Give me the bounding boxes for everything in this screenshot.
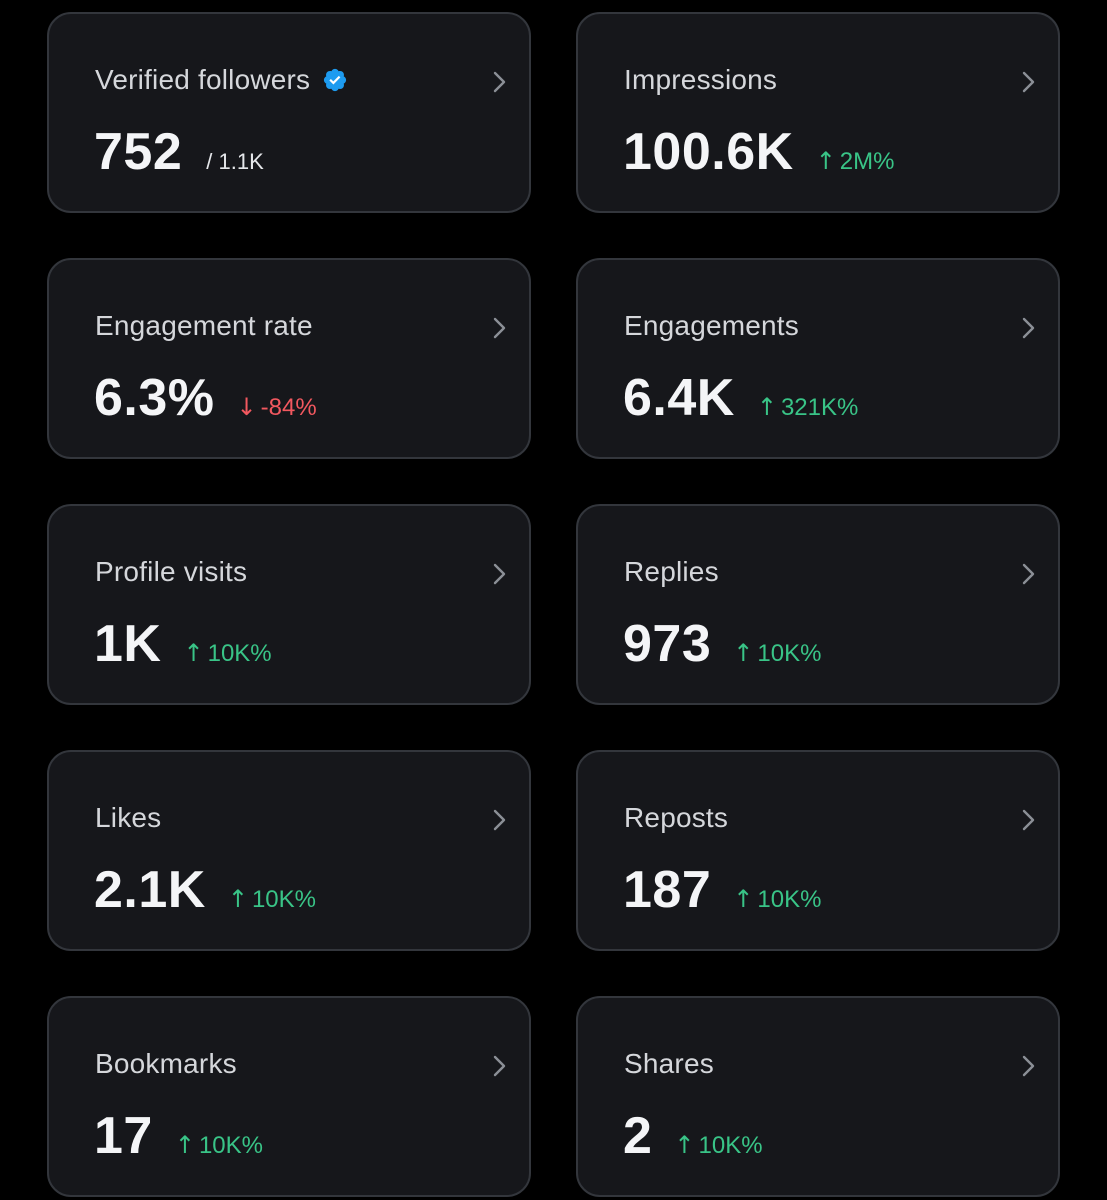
card-title: Likes bbox=[95, 802, 162, 833]
metric-change: ↓ -84% bbox=[237, 393, 317, 422]
metric-value: 1K bbox=[94, 615, 162, 673]
card-title: Verified followers bbox=[95, 64, 311, 95]
card-bookmarks[interactable]: Bookmarks 17 ↑ 10K% bbox=[47, 996, 531, 1197]
value-row: 752 / 1.1K bbox=[94, 126, 264, 178]
metric-change-value: 10K% bbox=[698, 1132, 763, 1159]
value-row: 973 ↑ 10K% bbox=[623, 618, 821, 670]
metric-change-value: 10K% bbox=[757, 640, 822, 667]
metric-change: ↑ 10K% bbox=[733, 885, 821, 914]
card-reposts[interactable]: Reposts 187 ↑ 10K% bbox=[576, 750, 1060, 951]
arrow-up-icon: ↑ bbox=[815, 147, 836, 175]
chevron-right-icon[interactable] bbox=[487, 314, 511, 342]
value-row: 6.4K ↑ 321K% bbox=[623, 372, 858, 424]
value-row: 187 ↑ 10K% bbox=[623, 864, 821, 916]
metric-change: ↑ 10K% bbox=[674, 1131, 762, 1160]
metric-change-value: 321K% bbox=[780, 394, 859, 421]
metric-change-value: -84% bbox=[260, 394, 317, 421]
value-row: 100.6K ↑ 2M% bbox=[623, 126, 894, 178]
metric-change: ↑ 10K% bbox=[733, 639, 821, 668]
metric-change-value: 10K% bbox=[198, 1132, 263, 1159]
card-shares[interactable]: Shares 2 ↑ 10K% bbox=[576, 996, 1060, 1197]
chevron-right-icon[interactable] bbox=[487, 68, 511, 96]
chevron-right-icon[interactable] bbox=[487, 560, 511, 588]
card-impressions[interactable]: Impressions 100.6K ↑ 2M% bbox=[576, 12, 1060, 213]
card-title: Impressions bbox=[624, 64, 778, 95]
metric-value: 2 bbox=[623, 1107, 653, 1165]
chevron-right-icon[interactable] bbox=[1016, 68, 1040, 96]
card-title: Engagement rate bbox=[95, 310, 313, 341]
card-title-row: Impressions bbox=[624, 64, 777, 96]
arrow-up-icon: ↑ bbox=[183, 639, 204, 667]
card-title: Shares bbox=[624, 1048, 714, 1079]
chevron-right-icon[interactable] bbox=[1016, 806, 1040, 834]
arrow-down-icon: ↓ bbox=[236, 393, 257, 421]
metric-value: 752 bbox=[94, 123, 183, 181]
card-title-row: Verified followers bbox=[95, 64, 348, 96]
card-title-row: Replies bbox=[624, 556, 719, 588]
metric-value: 2.1K bbox=[94, 861, 206, 919]
card-title: Profile visits bbox=[95, 556, 248, 587]
card-title-row: Shares bbox=[624, 1048, 714, 1080]
metric-value: 6.3% bbox=[94, 369, 215, 427]
metric-value: 973 bbox=[623, 615, 712, 673]
value-row: 6.3% ↓ -84% bbox=[94, 372, 317, 424]
arrow-up-icon: ↑ bbox=[674, 1131, 695, 1159]
card-engagements[interactable]: Engagements 6.4K ↑ 321K% bbox=[576, 258, 1060, 459]
card-title-row: Likes bbox=[95, 802, 161, 834]
card-title-row: Engagements bbox=[624, 310, 799, 342]
card-title: Reposts bbox=[624, 802, 729, 833]
card-title: Bookmarks bbox=[95, 1048, 237, 1079]
metric-change-value: 10K% bbox=[757, 886, 822, 913]
card-replies[interactable]: Replies 973 ↑ 10K% bbox=[576, 504, 1060, 705]
value-row: 17 ↑ 10K% bbox=[94, 1110, 263, 1162]
chevron-right-icon[interactable] bbox=[1016, 560, 1040, 588]
card-engagement-rate[interactable]: Engagement rate 6.3% ↓ -84% bbox=[47, 258, 531, 459]
chevron-right-icon[interactable] bbox=[1016, 1052, 1040, 1080]
value-row: 2.1K ↑ 10K% bbox=[94, 864, 316, 916]
card-title-row: Profile visits bbox=[95, 556, 247, 588]
arrow-up-icon: ↑ bbox=[756, 393, 777, 421]
metric-change-value: 10K% bbox=[251, 886, 316, 913]
chevron-right-icon[interactable] bbox=[1016, 314, 1040, 342]
card-likes[interactable]: Likes 2.1K ↑ 10K% bbox=[47, 750, 531, 951]
card-profile-visits[interactable]: Profile visits 1K ↑ 10K% bbox=[47, 504, 531, 705]
metric-change: ↑ 2M% bbox=[816, 147, 895, 176]
metric-change: ↑ 321K% bbox=[757, 393, 859, 422]
metric-value: 17 bbox=[94, 1107, 153, 1165]
arrow-up-icon: ↑ bbox=[733, 639, 754, 667]
arrow-up-icon: ↑ bbox=[733, 885, 754, 913]
value-row: 1K ↑ 10K% bbox=[94, 618, 272, 670]
metric-value: 187 bbox=[623, 861, 712, 919]
chevron-right-icon[interactable] bbox=[487, 1052, 511, 1080]
metric-total: / 1.1K bbox=[206, 149, 264, 174]
card-title-row: Engagement rate bbox=[95, 310, 313, 342]
metric-change: ↑ 10K% bbox=[183, 639, 271, 668]
metrics-grid: Verified followers 752 / 1.1K Impression… bbox=[47, 12, 1060, 1197]
arrow-up-icon: ↑ bbox=[227, 885, 248, 913]
arrow-up-icon: ↑ bbox=[174, 1131, 195, 1159]
card-verified-followers[interactable]: Verified followers 752 / 1.1K bbox=[47, 12, 531, 213]
metric-change-value: 10K% bbox=[207, 640, 272, 667]
metric-change-value: 2M% bbox=[839, 148, 895, 175]
card-title: Replies bbox=[624, 556, 719, 587]
card-title-row: Reposts bbox=[624, 802, 728, 834]
verified-badge-icon bbox=[324, 68, 347, 92]
card-title: Engagements bbox=[624, 310, 799, 341]
value-row: 2 ↑ 10K% bbox=[623, 1110, 763, 1162]
metric-value: 100.6K bbox=[623, 123, 794, 181]
chevron-right-icon[interactable] bbox=[487, 806, 511, 834]
metric-value: 6.4K bbox=[623, 369, 735, 427]
metric-change: ↑ 10K% bbox=[175, 1131, 263, 1160]
card-title-row: Bookmarks bbox=[95, 1048, 237, 1080]
metric-change: ↑ 10K% bbox=[228, 885, 316, 914]
